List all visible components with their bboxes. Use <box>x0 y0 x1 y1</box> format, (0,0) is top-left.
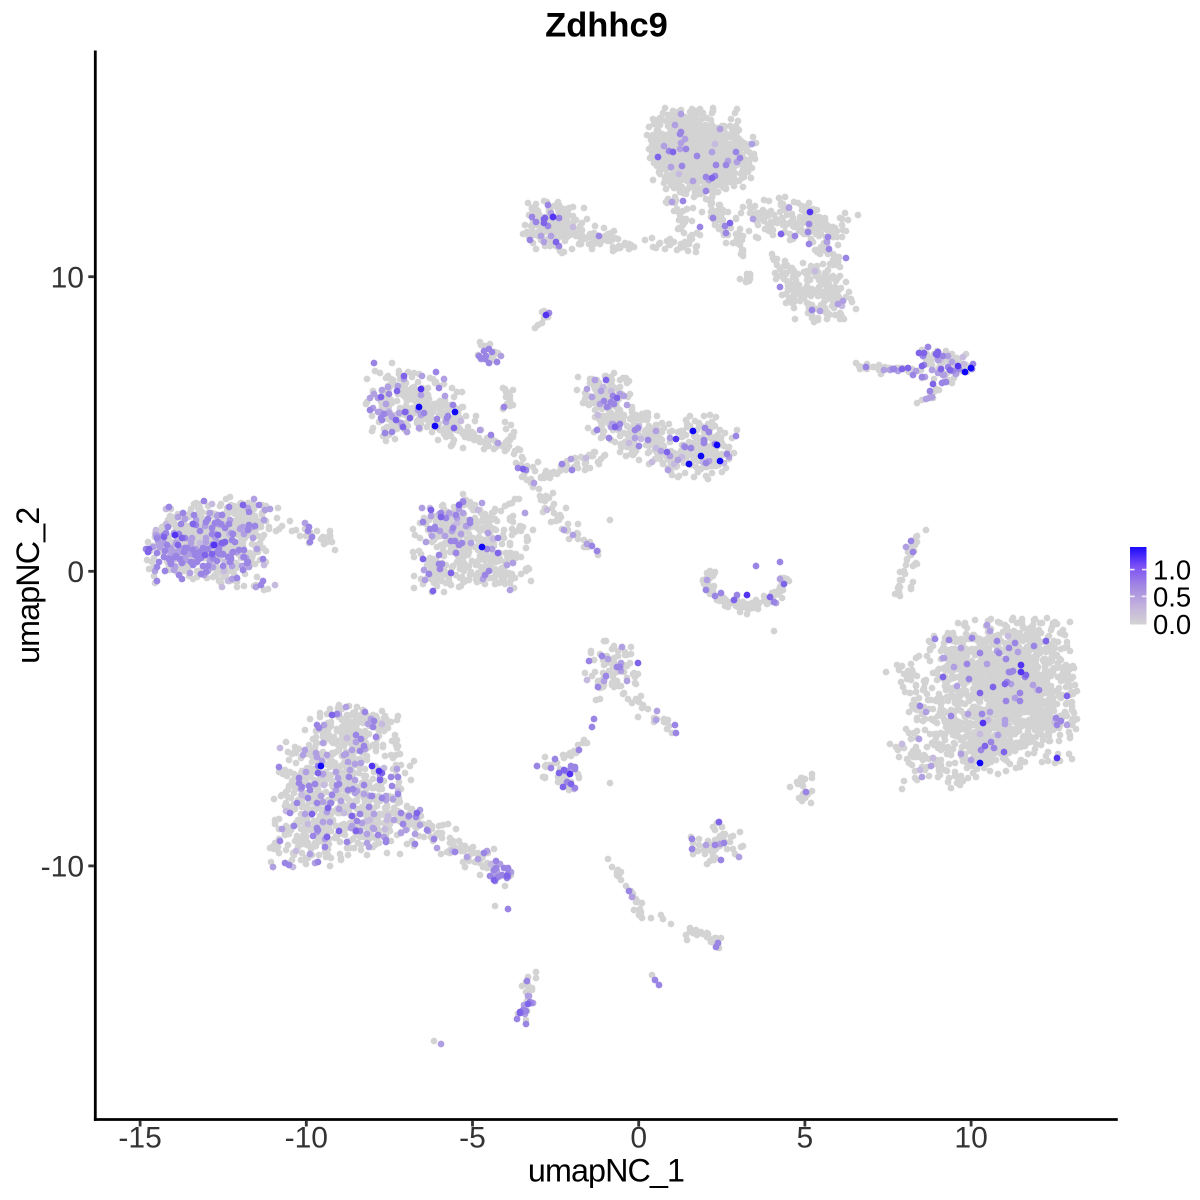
svg-text:-5: -5 <box>459 1122 486 1155</box>
svg-text:0.0: 0.0 <box>1153 609 1191 640</box>
svg-text:-15: -15 <box>118 1122 161 1155</box>
svg-text:-10: -10 <box>41 851 84 884</box>
svg-text:Zdhhc9: Zdhhc9 <box>545 7 668 45</box>
svg-text:0.5: 0.5 <box>1153 582 1191 613</box>
svg-text:-10: -10 <box>285 1122 328 1155</box>
svg-text:10: 10 <box>954 1122 987 1155</box>
svg-text:0: 0 <box>67 556 84 589</box>
svg-text:umapNC_2: umapNC_2 <box>10 508 46 664</box>
svg-text:10: 10 <box>51 262 84 295</box>
svg-text:0: 0 <box>630 1122 647 1155</box>
svg-text:1.0: 1.0 <box>1153 555 1191 586</box>
svg-text:5: 5 <box>797 1122 814 1155</box>
svg-text:umapNC_1: umapNC_1 <box>528 1153 684 1189</box>
